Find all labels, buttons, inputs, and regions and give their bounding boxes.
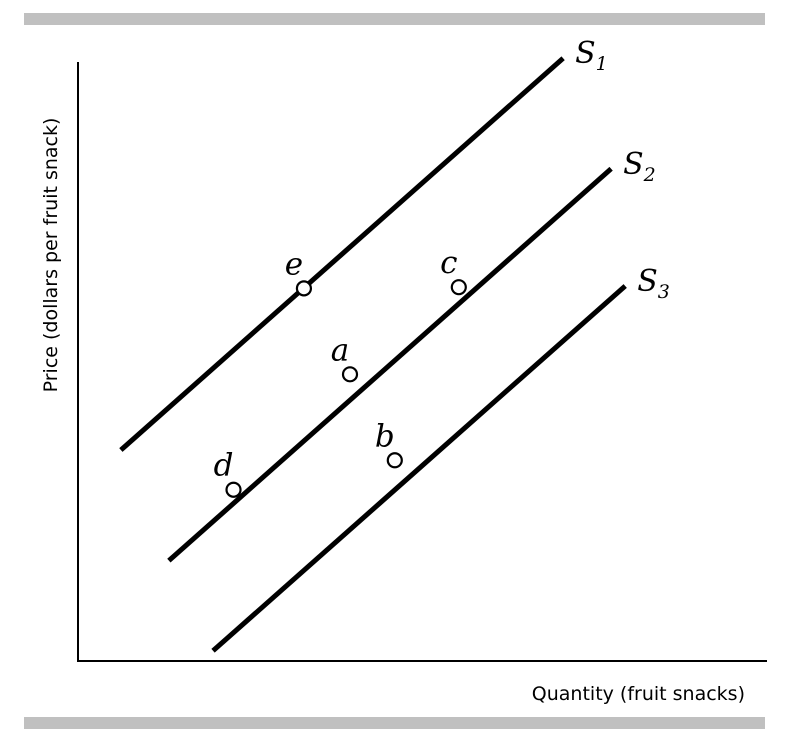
point-c bbox=[450, 279, 467, 296]
point-e bbox=[295, 280, 313, 297]
x-axis-title: Quantity (fruit snacks) bbox=[532, 683, 745, 705]
supply-line-s3 bbox=[211, 284, 627, 653]
y-axis-title: Price (dollars per fruit snack) bbox=[40, 118, 62, 393]
point-label-d: d bbox=[214, 448, 234, 484]
point-label-a: a bbox=[331, 332, 349, 368]
curve-label-s2: S2 bbox=[623, 147, 656, 186]
curve-label-s3: S3 bbox=[637, 264, 670, 303]
point-d bbox=[225, 481, 242, 498]
point-b bbox=[386, 452, 403, 469]
equilibrium-points: e c a b d bbox=[214, 245, 467, 498]
supply-line-s1 bbox=[119, 56, 565, 452]
supply-lines bbox=[119, 56, 627, 653]
curve-labels: S1 S2 S3 bbox=[575, 36, 670, 303]
point-a bbox=[341, 366, 359, 383]
top-border-band bbox=[24, 13, 765, 25]
point-label-c: c bbox=[440, 245, 457, 281]
supply-line-s2 bbox=[167, 166, 613, 563]
point-label-b: b bbox=[375, 418, 395, 454]
bottom-border-band bbox=[24, 717, 765, 729]
point-label-e: e bbox=[285, 246, 303, 282]
curve-label-s1: S1 bbox=[575, 36, 608, 75]
axes bbox=[77, 62, 767, 662]
